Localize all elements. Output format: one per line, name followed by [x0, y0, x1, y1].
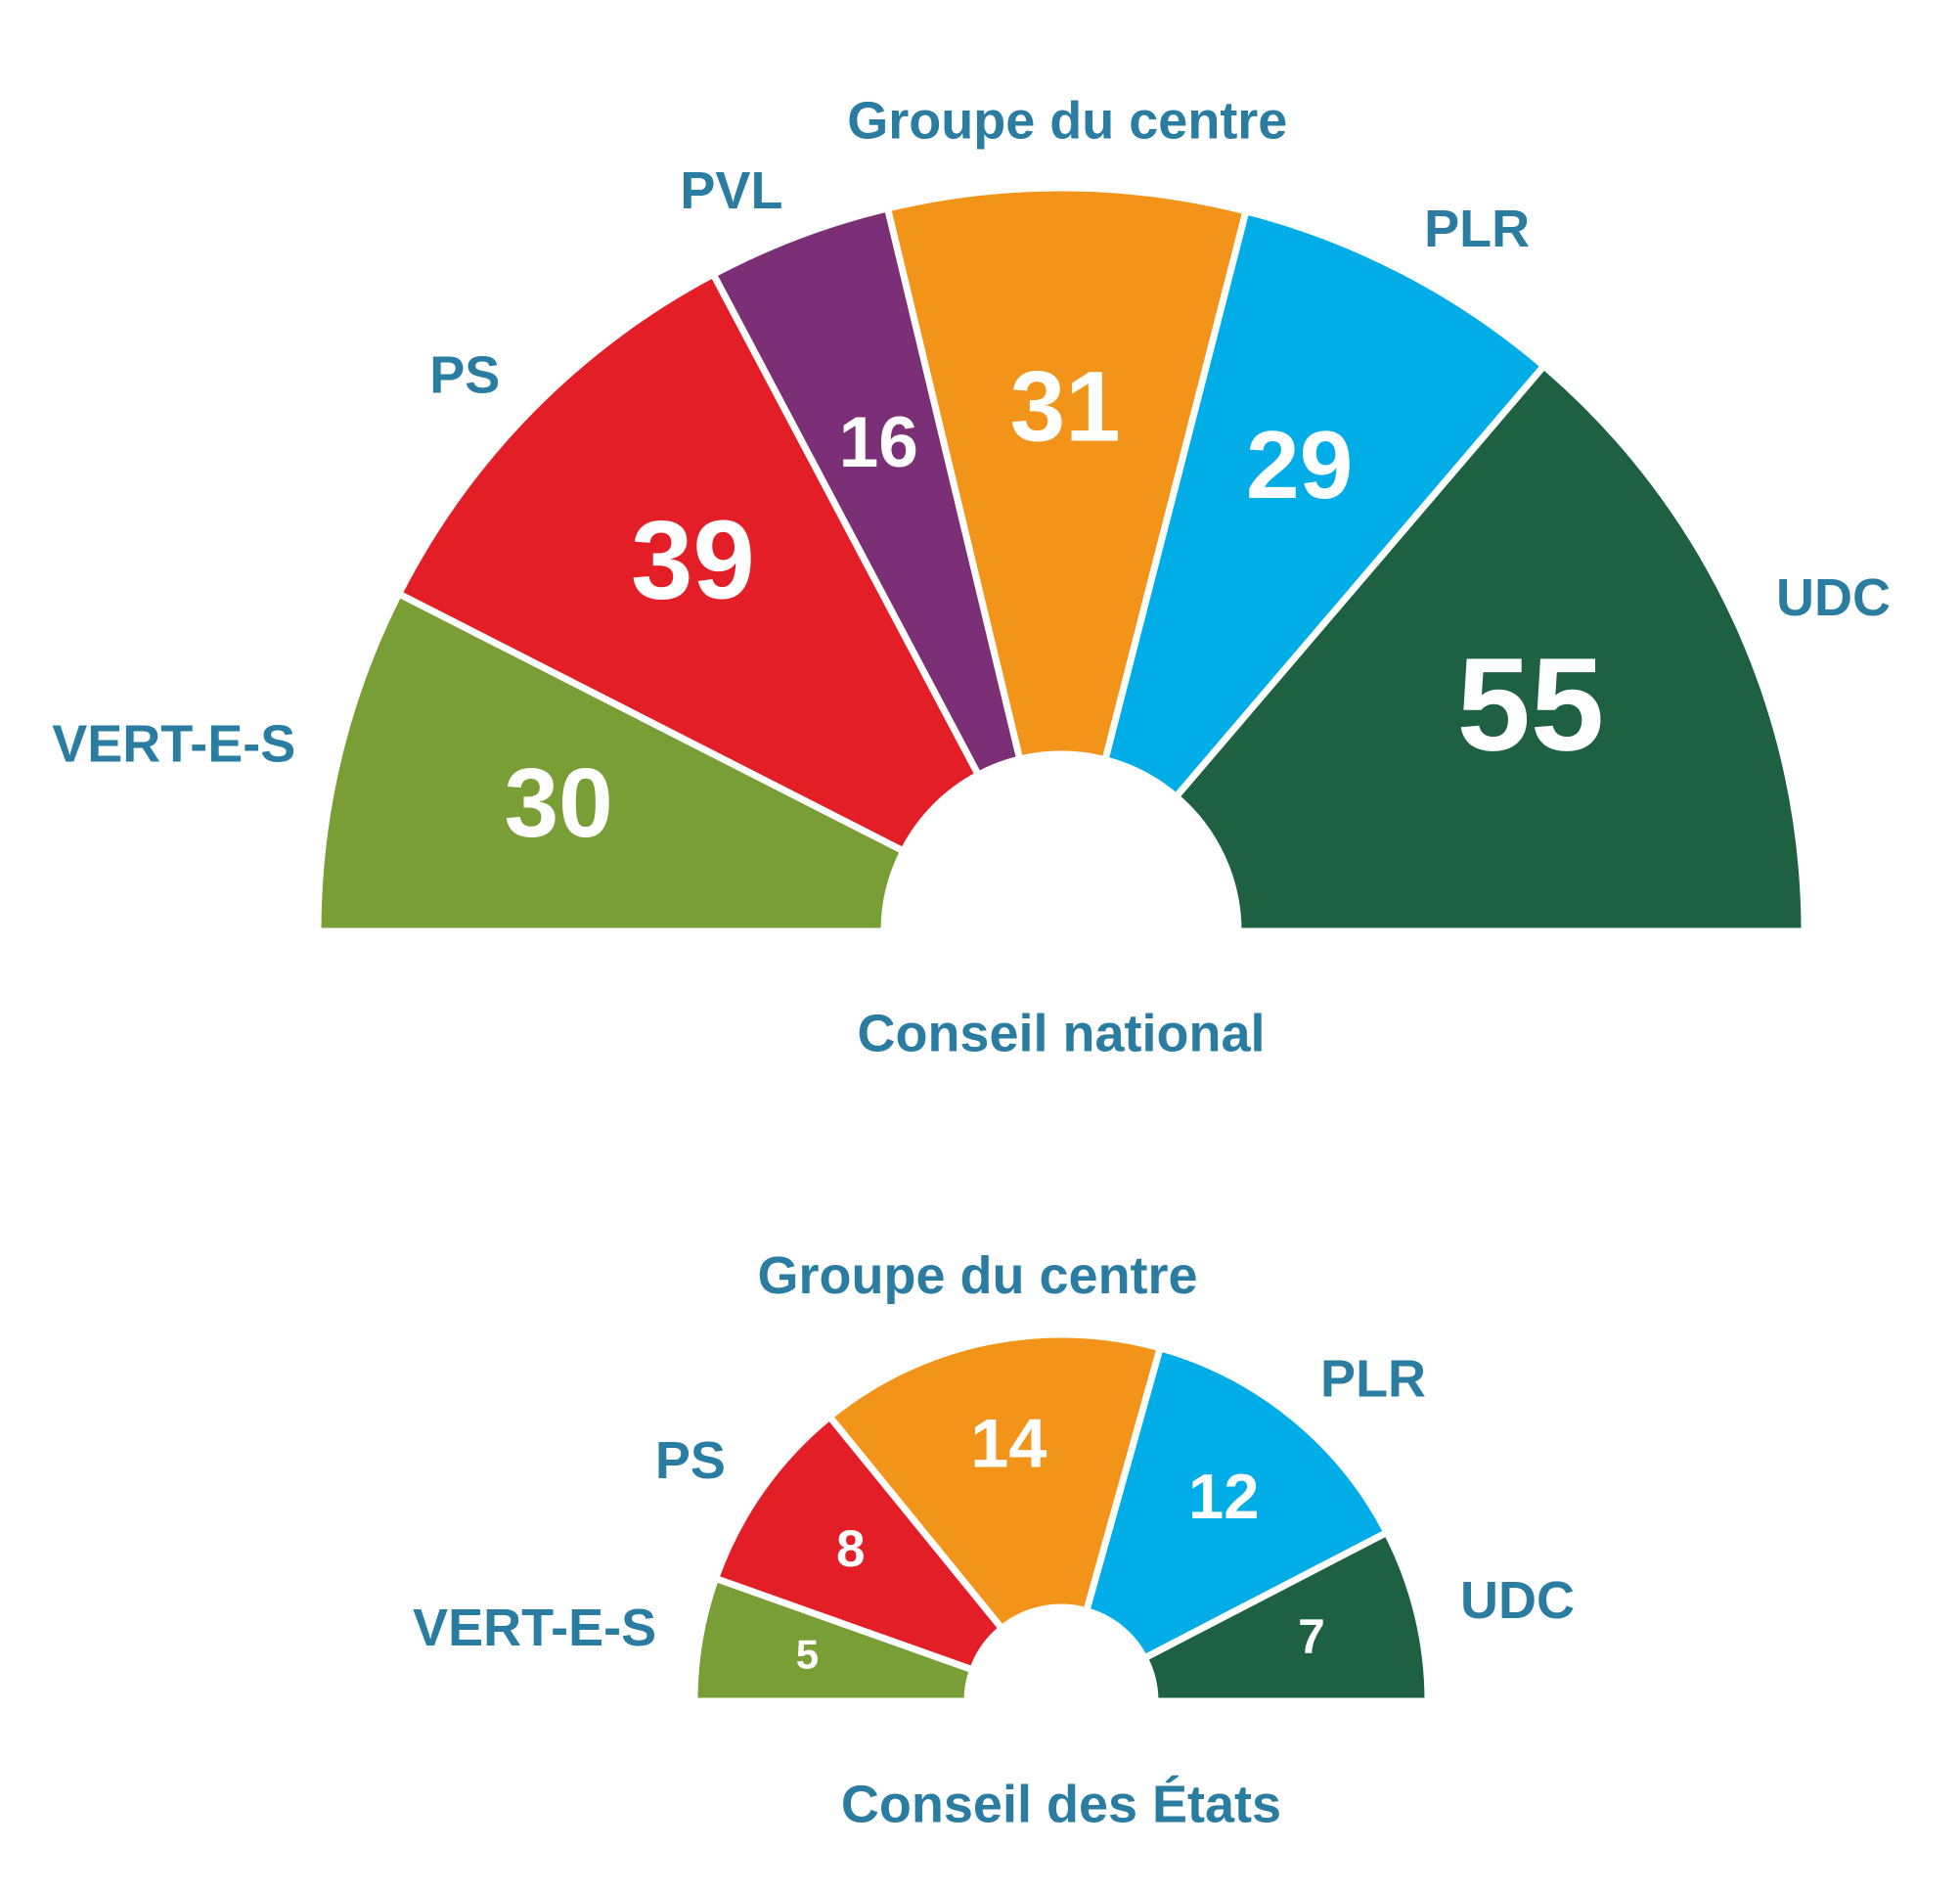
segment [1082, 1343, 1392, 1663]
value-label: 30 [505, 748, 613, 858]
category-label: PLR [1320, 1349, 1426, 1408]
segment [1171, 361, 1808, 935]
category-label: UDC [1460, 1571, 1575, 1630]
chart-title: Conseil national [857, 1004, 1265, 1062]
segment [1139, 1527, 1432, 1705]
value-label: 8 [836, 1520, 866, 1578]
value-label: 7 [1298, 1609, 1325, 1664]
segment [314, 589, 909, 935]
value-label: 12 [1188, 1461, 1259, 1532]
category-label: PS [655, 1431, 726, 1490]
value-label: 31 [1010, 350, 1121, 462]
value-label: 39 [631, 498, 755, 622]
segment [824, 1330, 1165, 1634]
value-label: 14 [970, 1405, 1047, 1482]
chart-title: Conseil des États [841, 1775, 1281, 1833]
category-label: Groupe du centre [847, 91, 1287, 150]
value-label: 55 [1457, 630, 1605, 779]
category-label: Groupe du centre [758, 1246, 1198, 1305]
category-label: PLR [1424, 200, 1530, 258]
category-label: UDC [1776, 568, 1891, 627]
value-label: 16 [839, 403, 918, 482]
segment [1100, 206, 1549, 802]
value-label: 29 [1246, 411, 1353, 518]
segment [394, 269, 984, 856]
segment [883, 184, 1251, 764]
category-label: PS [429, 346, 500, 405]
value-label: 5 [796, 1631, 819, 1677]
segment [711, 1412, 1007, 1675]
category-label: VERT-E-S [52, 714, 295, 773]
category-label: VERT-E-S [413, 1599, 656, 1657]
category-label: PVL [680, 161, 782, 220]
